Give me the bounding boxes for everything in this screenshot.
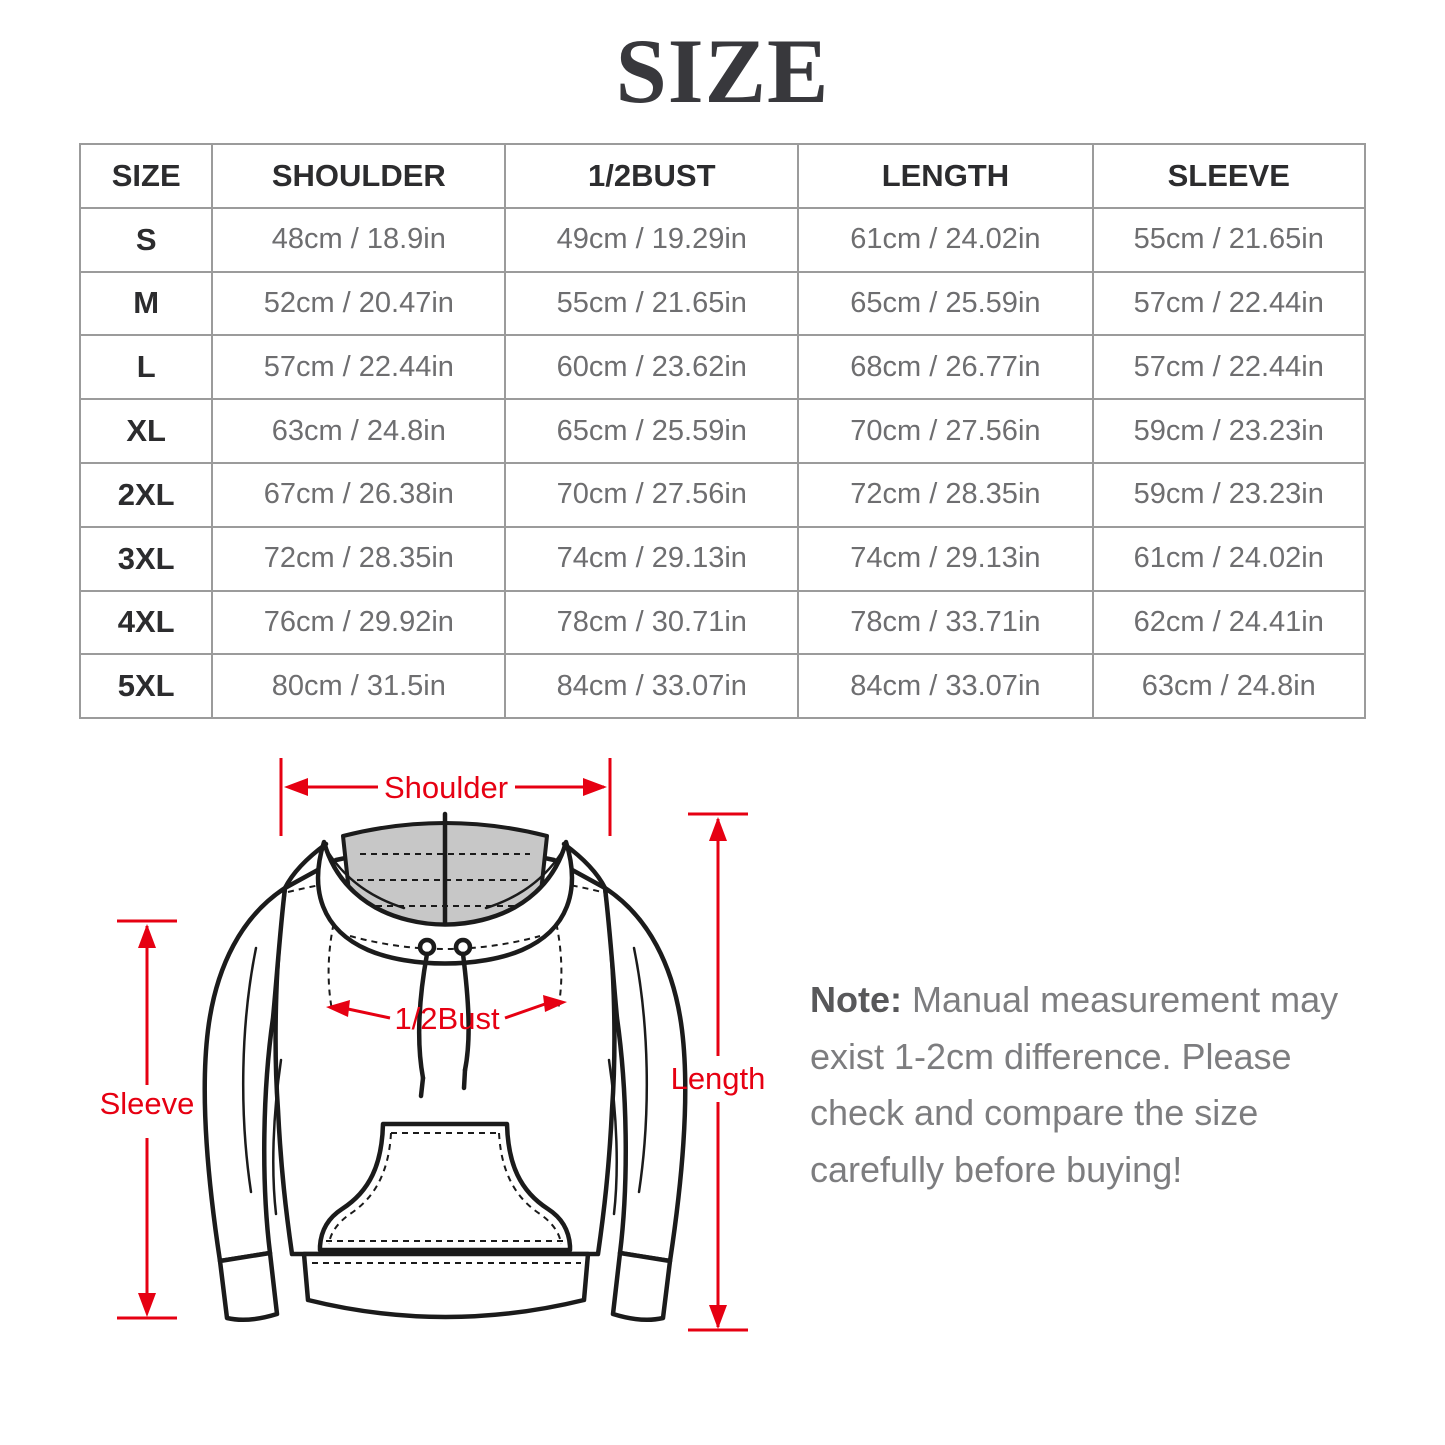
shoulder-label: Shoulder [384, 770, 508, 805]
table-row: S 48cm / 18.9in 49cm / 19.29in 61cm / 24.02… [78, 206, 1367, 273]
measurement-cell: 70cm / 27.56in [504, 461, 800, 528]
measurement-cell: 55cm / 21.65in [1091, 206, 1367, 273]
sleeve-dimension-arrow: Sleeve [100, 919, 195, 1320]
size-table-body: S 48cm / 18.9in 49cm / 19.29in 61cm / 24.02… [78, 206, 1367, 720]
left-cuff [217, 1250, 280, 1323]
length-label: Length [671, 1061, 766, 1096]
sleeve-crease-right [632, 946, 649, 1194]
table-row: XL 63cm / 24.8in 65cm / 25.59in 70cm / 27.5… [78, 398, 1367, 464]
measurement-cell: 59cm / 23.23in [1091, 398, 1367, 464]
note-line: check and compare the size [810, 1092, 1259, 1133]
cowl-collar [315, 839, 575, 966]
measurement-cell: 74cm / 29.13in [504, 525, 800, 592]
measurement-cell: 80cm / 31.5in [211, 653, 507, 720]
left-sleeve [202, 885, 288, 1264]
column-header-size: SIZE [78, 143, 214, 209]
column-header-length: LENGTH [797, 143, 1094, 209]
drawstring-right [460, 951, 471, 1073]
size-table: SIZE SHOULDER 1/2BUST LENGTH SLEEVE S 48c… [78, 143, 1367, 720]
table-row: 4XL 76cm / 29.92in 78cm / 30.71in 78cm / 33… [78, 589, 1367, 656]
measurement-cell: 84cm / 33.07in [797, 653, 1094, 720]
table-header-row: SIZE SHOULDER 1/2BUST LENGTH SLEEVE [78, 143, 1367, 209]
measurement-cell: 49cm / 19.29in [504, 206, 800, 273]
measurement-cell: 78cm / 33.71in [797, 589, 1094, 656]
size-label: L [78, 334, 214, 401]
measurement-cell: 74cm / 29.13in [797, 525, 1094, 592]
column-header-shoulder: SHOULDER [211, 143, 507, 209]
hoodie-measurement-diagram: Shoulder 1/2Bust Sleeve [100, 740, 770, 1440]
measurement-cell: 63cm / 24.8in [211, 398, 507, 464]
column-header-halfbust: 1/2BUST [504, 143, 800, 209]
column-header-sleeve: SLEEVE [1091, 143, 1367, 209]
measurement-cell: 68cm / 26.77in [797, 334, 1094, 401]
pocket-stitch-left [328, 1132, 392, 1245]
table-row: 2XL 67cm / 26.38in 70cm / 27.56in 72cm / 28… [78, 461, 1367, 528]
size-label: 4XL [78, 589, 214, 656]
drawstring-left-aglet [418, 1075, 426, 1099]
size-label: 2XL [78, 461, 214, 528]
note-line: Note: Manual measurement may [810, 979, 1339, 1020]
measurement-cell: 76cm / 29.92in [211, 589, 507, 656]
size-label: S [78, 206, 214, 273]
measurement-cell: 60cm / 23.62in [504, 334, 800, 401]
collar-fold-right [484, 850, 564, 910]
measurement-cell: 48cm / 18.9in [211, 206, 507, 273]
measurement-cell: 62cm / 24.41in [1091, 589, 1367, 656]
measurement-cell: 65cm / 25.59in [797, 270, 1094, 337]
measurement-cell: 84cm / 33.07in [504, 653, 800, 720]
half-bust-label: 1/2Bust [394, 1001, 500, 1036]
measurement-cell: 67cm / 26.38in [211, 461, 507, 528]
measurement-cell: 63cm / 24.8in [1091, 653, 1367, 720]
pocket-stitch-right [498, 1132, 562, 1245]
measurement-cell: 70cm / 27.56in [797, 398, 1094, 464]
note-line: carefully before buying! [810, 1148, 1183, 1190]
hoodie-line-art: Shoulder 1/2Bust Sleeve [100, 758, 766, 1332]
measurement-note: Note: Manual measurement may exist 1-2cm… [810, 972, 1410, 1198]
size-label: 5XL [78, 653, 214, 720]
length-dimension-arrow: Length [671, 812, 766, 1332]
table-row: 5XL 80cm / 31.5in 84cm / 33.07in 84cm / 33.… [78, 653, 1367, 720]
measurement-cell: 52cm / 20.47in [211, 270, 507, 337]
size-label: XL [78, 398, 214, 464]
measurement-cell: 55cm / 21.65in [504, 270, 800, 337]
measurement-cell: 57cm / 22.44in [1091, 270, 1367, 337]
measurement-cell: 78cm / 30.71in [504, 589, 800, 656]
measurement-cell: 72cm / 28.35in [211, 525, 507, 592]
sleeve-crease-left-2 [272, 1058, 283, 1216]
size-label: M [78, 270, 214, 337]
table-row: 3XL 72cm / 28.35in 74cm / 29.13in 74cm / 29… [78, 525, 1367, 592]
collar-fold-left [326, 850, 406, 910]
measurement-cell: 72cm / 28.35in [797, 461, 1094, 528]
half-bust-dimension-arrow: 1/2Bust [326, 995, 567, 1036]
measurement-cell: 57cm / 22.44in [211, 334, 507, 401]
kangaroo-pocket [317, 1121, 573, 1253]
measurement-cell: 61cm / 24.02in [797, 206, 1094, 273]
shoulder-dimension-arrow: Shoulder [279, 758, 612, 836]
size-label: 3XL [78, 525, 214, 592]
right-cuff [610, 1250, 673, 1323]
drawstring-right-aglet [461, 1067, 468, 1091]
note-label: Note: [810, 979, 902, 1020]
sleeve-crease-right-2 [607, 1058, 618, 1216]
table-row: M 52cm / 20.47in 55cm / 21.65in 65cm / 25.5… [78, 270, 1367, 337]
measurement-cell: 59cm / 23.23in [1091, 461, 1367, 528]
measurement-cell: 61cm / 24.02in [1091, 525, 1367, 592]
sleeve-crease-left [241, 946, 258, 1194]
sleeve-label: Sleeve [100, 1086, 195, 1121]
page-title: SIZE [615, 20, 830, 122]
measurement-cell: 65cm / 25.59in [504, 398, 800, 464]
drawstring-left [416, 951, 430, 1081]
table-row: L 57cm / 22.44in 60cm / 23.62in 68cm / 26.7… [78, 334, 1367, 401]
waistband [301, 1251, 591, 1320]
measurement-cell: 57cm / 22.44in [1091, 334, 1367, 401]
collar-stitch [349, 935, 541, 950]
note-line: exist 1-2cm difference. Please [810, 1035, 1292, 1077]
